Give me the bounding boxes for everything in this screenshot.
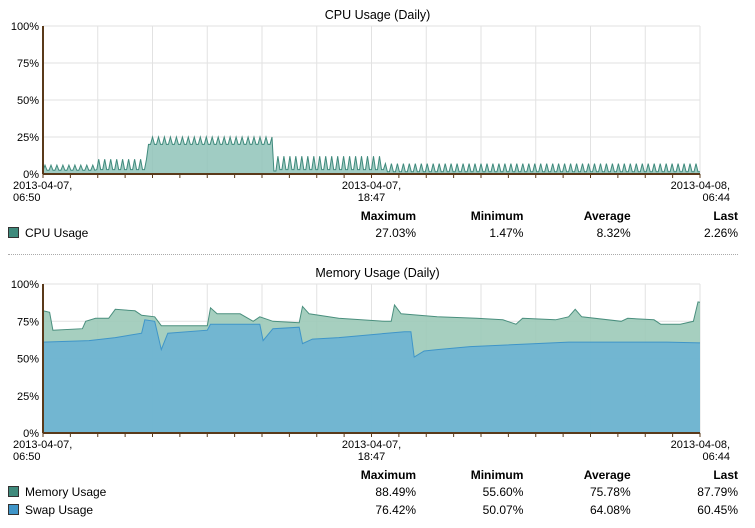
cpu-usage-area — [43, 137, 700, 174]
memory-usage-panel: Memory Usage (Daily) 100% 75% 50% 25% 0% 2013… — [0, 258, 755, 528]
memory-stats-table: Maximum Minimum Average Last Memory Usag… — [8, 466, 738, 519]
swap-min: 50.07% — [482, 503, 524, 517]
swap-usage-line — [42, 319, 701, 358]
x-tick-label: 2013-04-07, 06:50 — [13, 439, 72, 463]
x-tick-label: 2013-04-07, 06:50 — [13, 180, 72, 204]
swap-legend-swatch — [8, 504, 19, 515]
cpu-avg: 8.32% — [596, 226, 631, 240]
y-tick-label: 50% — [17, 354, 39, 366]
header-average: Average — [583, 467, 631, 482]
memory-usage-line — [42, 301, 701, 331]
swap-legend-label: Swap Usage — [25, 503, 94, 517]
memory-stats-header-row: Maximum Minimum Average Last — [8, 466, 738, 483]
y-tick-label: 25% — [17, 391, 39, 403]
x-tick-label: 2013-04-08, 06:44 — [671, 439, 730, 463]
cpu-usage-panel: CPU Usage (Daily) 100% 75% 50% 25% 0% 2013-04… — [0, 0, 755, 252]
cpu-min: 1.47% — [489, 226, 524, 240]
y-tick-label: 75% — [17, 316, 39, 328]
header-average: Average — [583, 208, 631, 223]
header-minimum: Minimum — [470, 467, 524, 482]
cpu-usage-line — [42, 135, 700, 173]
y-tick-label: 0% — [23, 169, 39, 181]
cpu-legend-label: CPU Usage — [25, 226, 89, 240]
swap-stats-row: Swap Usage 76.42% 50.07% 64.08% 60.45% — [8, 501, 738, 519]
memory-chart-title: Memory Usage (Daily) — [315, 266, 440, 280]
y-tick-label: 50% — [17, 95, 39, 107]
header-maximum: Maximum — [360, 467, 417, 482]
swap-avg: 64.08% — [589, 503, 631, 517]
memory-min: 55.60% — [482, 485, 524, 499]
header-last: Last — [713, 208, 738, 223]
header-maximum: Maximum — [360, 208, 417, 223]
swap-max: 76.42% — [375, 503, 417, 517]
panel-divider — [8, 254, 738, 255]
memory-usage-chart: 100% 75% 50% 25% 0%2013-04-07, 06:50 2013-04-0… — [11, 279, 730, 463]
cpu-stats-row: CPU Usage 27.03% 1.47% 8.32% 2.26% — [8, 224, 738, 242]
header-last: Last — [713, 467, 738, 482]
y-tick-label: 100% — [11, 279, 39, 291]
cpu-max: 27.03% — [375, 226, 417, 240]
memory-avg: 75.78% — [589, 485, 631, 499]
swap-last: 60.45% — [697, 503, 738, 517]
y-tick-label: 25% — [17, 132, 39, 144]
swap-usage-area — [43, 319, 700, 433]
header-minimum: Minimum — [470, 208, 524, 223]
cpu-chart-title: CPU Usage (Daily) — [324, 8, 431, 22]
x-tick-label: 2013-04-07, 18:47 — [342, 180, 401, 204]
cpu-stats-header-row: Maximum Minimum Average Last — [8, 207, 738, 224]
memory-last: 87.79% — [697, 485, 738, 499]
cpu-stats-table: Maximum Minimum Average Last CPU Usage 2… — [8, 207, 738, 242]
memory-legend-swatch — [8, 486, 19, 497]
y-tick-label: 0% — [23, 428, 39, 440]
y-tick-label: 75% — [17, 58, 39, 70]
cpu-last: 2.26% — [703, 226, 738, 240]
x-tick-label: 2013-04-07, 18:47 — [342, 439, 401, 463]
x-tick-label: 2013-04-08, 06:44 — [671, 180, 730, 204]
memory-max: 88.49% — [375, 485, 417, 499]
cpu-usage-chart: 100% 75% 50% 25% 0%2013-04-07, 06:50 2013-04-0… — [11, 21, 730, 204]
cpu-legend-swatch — [8, 227, 19, 238]
y-tick-label: 100% — [11, 21, 39, 33]
memory-stats-row: Memory Usage 88.49% 55.60% 75.78% 87.79% — [8, 483, 738, 501]
memory-legend-label: Memory Usage — [25, 485, 107, 499]
